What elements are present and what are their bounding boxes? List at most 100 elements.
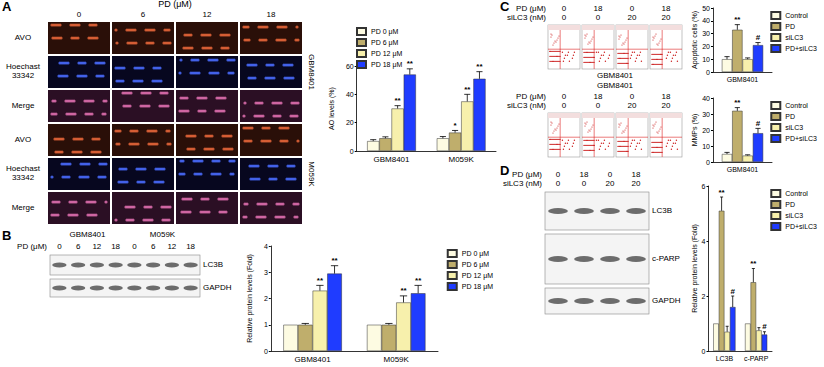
html-text:B: B — [2, 228, 12, 243]
html-text:M059K: M059K — [307, 161, 316, 187]
svg-text:20: 20 — [702, 43, 710, 50]
svg-text:50: 50 — [702, 5, 710, 12]
svg-text:PD 18 μM: PD 18 μM — [462, 283, 493, 291]
svg-text:Relative protein levels (Fold): Relative protein levels (Fold) — [691, 224, 699, 313]
svg-text:20: 20 — [346, 119, 354, 126]
html-text:PD (μM): PD (μM) — [516, 4, 546, 13]
svg-text:**: ** — [415, 276, 422, 285]
svg-text:Control: Control — [785, 102, 808, 109]
svg-text:PD 18 μM: PD 18 μM — [371, 61, 402, 69]
html-text:D: D — [500, 163, 510, 178]
html-text:PD (μM): PD (μM) — [158, 0, 192, 9]
svg-text:2: 2 — [264, 295, 268, 302]
svg-text:M059K: M059K — [448, 155, 474, 164]
svg-text:10: 10 — [702, 143, 710, 150]
html-text:GBM8401: GBM8401 — [307, 54, 316, 90]
html-text:Merge: Merge — [11, 202, 35, 212]
svg-text:40: 40 — [702, 95, 710, 102]
svg-text:c-PARP: c-PARP — [744, 355, 769, 362]
svg-text:**: ** — [317, 276, 324, 285]
html-text:12: 12 — [92, 242, 102, 251]
svg-text:PD 0 μM: PD 0 μM — [462, 250, 490, 258]
svg-text:PD+siLC3: PD+siLC3 — [785, 45, 817, 52]
svg-text:siLC3: siLC3 — [785, 34, 803, 41]
svg-text:3: 3 — [264, 269, 268, 276]
html-text:C: C — [500, 0, 510, 14]
svg-text:**: ** — [476, 62, 483, 71]
svg-text:60: 60 — [346, 63, 354, 70]
svg-text:#: # — [762, 322, 767, 331]
svg-text:Apoptotic cells (%): Apoptotic cells (%) — [691, 11, 699, 69]
html-text:LC3B: LC3B — [203, 260, 223, 269]
svg-text:*: * — [454, 121, 458, 130]
html-text:GAPDH: GAPDH — [203, 283, 232, 292]
svg-text:PD 6 μM: PD 6 μM — [462, 261, 490, 269]
svg-text:10: 10 — [702, 56, 710, 63]
svg-text:siLC3: siLC3 — [785, 212, 803, 219]
html-text:Hoechast 33342: Hoechast 33342 — [6, 62, 40, 80]
svg-text:AO levels (%): AO levels (%) — [328, 87, 336, 130]
svg-text:0: 0 — [706, 159, 710, 166]
svg-text:0: 0 — [264, 348, 268, 355]
svg-text:0: 0 — [702, 348, 706, 355]
html-text:Merge: Merge — [11, 100, 35, 110]
svg-text:30: 30 — [702, 111, 710, 118]
svg-text:PD 12 μM: PD 12 μM — [371, 50, 402, 58]
html-text:Hoechast 33342: Hoechast 33342 — [6, 164, 40, 182]
html-text:18: 18 — [593, 4, 603, 13]
svg-text:PD: PD — [785, 113, 795, 120]
svg-text:**: ** — [331, 256, 338, 265]
html-text:18: 18 — [266, 10, 276, 19]
svg-text:#: # — [730, 287, 735, 296]
svg-text:1: 1 — [264, 321, 268, 328]
html-text:AVO: AVO — [14, 32, 32, 42]
svg-text:4: 4 — [264, 243, 268, 250]
svg-text:PD: PD — [785, 23, 795, 30]
svg-text:**: ** — [394, 96, 401, 105]
svg-text:Relative protein levels (Fold): Relative protein levels (Fold) — [246, 254, 254, 343]
svg-text:LC3B: LC3B — [716, 355, 734, 362]
svg-text:PD+siLC3: PD+siLC3 — [785, 223, 817, 230]
svg-text:**: ** — [734, 15, 741, 24]
svg-text:40: 40 — [702, 17, 710, 24]
svg-text:#: # — [756, 33, 761, 42]
svg-text:GBM8401: GBM8401 — [727, 76, 759, 83]
svg-text:**: ** — [750, 259, 757, 268]
html-text:12: 12 — [167, 242, 177, 251]
svg-text:GBM8401: GBM8401 — [373, 155, 410, 164]
svg-text:PD 0 μM: PD 0 μM — [371, 28, 399, 36]
svg-text:PD 12 μM: PD 12 μM — [462, 272, 493, 280]
svg-text:M059K: M059K — [384, 355, 410, 364]
html-text:18: 18 — [111, 242, 121, 251]
svg-text:0: 0 — [706, 69, 710, 76]
svg-text:PD 6 μM: PD 6 μM — [371, 39, 399, 47]
svg-text:#: # — [756, 119, 761, 128]
svg-text:2: 2 — [702, 293, 706, 300]
svg-text:GBM8401: GBM8401 — [295, 355, 332, 364]
html-text:18: 18 — [186, 242, 196, 251]
html-text:PD (μM): PD (μM) — [17, 242, 47, 251]
svg-text:Control: Control — [785, 190, 808, 197]
svg-text:6: 6 — [702, 183, 706, 190]
html-text:AVO: AVO — [14, 134, 32, 144]
html-text:M059K: M059K — [149, 230, 176, 239]
svg-text:4: 4 — [702, 238, 706, 245]
svg-text:**: ** — [718, 188, 725, 197]
svg-text:40: 40 — [346, 91, 354, 98]
svg-text:30: 30 — [702, 30, 710, 37]
svg-text:**: ** — [407, 59, 414, 68]
html-text:A: A — [2, 0, 12, 14]
svg-text:20: 20 — [702, 127, 710, 134]
svg-text:GBM8401: GBM8401 — [727, 166, 759, 173]
svg-text:PD+siLC3: PD+siLC3 — [785, 135, 817, 142]
html-text:GBM8401: GBM8401 — [69, 230, 106, 239]
svg-text:siLC3: siLC3 — [785, 124, 803, 131]
svg-text:MMPs (%): MMPs (%) — [691, 114, 699, 147]
svg-text:**: ** — [734, 98, 741, 107]
svg-text:**: ** — [464, 85, 471, 94]
svg-text:Control: Control — [785, 12, 808, 19]
svg-text:PD: PD — [785, 201, 795, 208]
svg-text:**: ** — [400, 286, 407, 295]
html-text:12: 12 — [202, 10, 212, 19]
svg-text:0: 0 — [350, 148, 354, 155]
